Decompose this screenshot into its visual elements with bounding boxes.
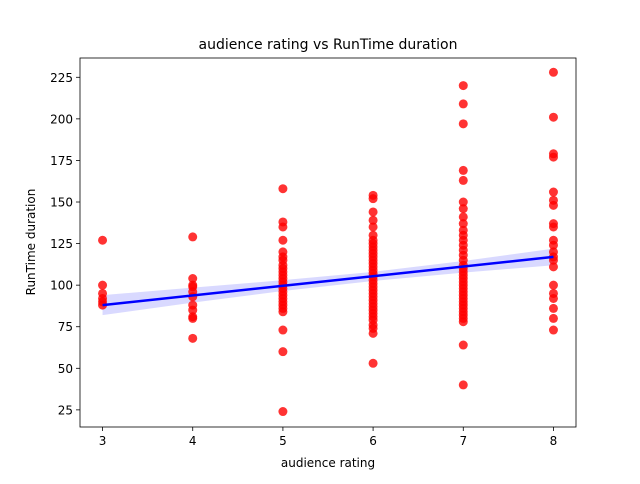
data-point [548, 222, 558, 232]
data-point [548, 262, 558, 272]
data-point [548, 187, 558, 197]
regression-line [102, 255, 554, 307]
data-point [458, 340, 468, 350]
data-point [368, 328, 378, 338]
y-tick-label: 225 [50, 71, 73, 85]
y-tick-label: 75 [58, 320, 73, 334]
data-point [548, 325, 558, 335]
data-point [458, 204, 468, 214]
data-point [458, 317, 468, 327]
data-point [368, 222, 378, 232]
plot-area [80, 58, 576, 427]
data-point [458, 165, 468, 175]
x-tick-label: 5 [279, 434, 287, 448]
data-point [458, 219, 468, 229]
y-tick-label: 125 [50, 237, 73, 251]
data-point [188, 305, 198, 315]
y-tick-label: 150 [50, 196, 73, 210]
data-point [188, 333, 198, 343]
y-tick-label: 100 [50, 279, 73, 293]
data-point [548, 112, 558, 122]
y-axis: 25 50 75 100 125 150 175 200 225 [50, 71, 80, 417]
x-tick-label: 4 [189, 434, 197, 448]
chart-title: audience rating vs RunTime duration [199, 37, 458, 53]
data-point [548, 152, 558, 162]
y-tick-label: 200 [50, 112, 73, 126]
data-point [548, 240, 558, 250]
data-point [98, 235, 108, 245]
data-point [548, 200, 558, 210]
data-point [368, 207, 378, 217]
regression-line-layer [102, 255, 554, 307]
data-point [458, 119, 468, 129]
data-point [368, 215, 378, 225]
data-point [278, 347, 288, 357]
data-point [188, 313, 198, 323]
data-point [458, 197, 468, 207]
data-point [98, 280, 108, 290]
y-axis-label: RunTime duration [24, 189, 38, 296]
data-point [188, 274, 198, 284]
data-point [548, 303, 558, 313]
x-tick-label: 3 [99, 434, 107, 448]
x-tick-label: 6 [369, 434, 377, 448]
data-point [278, 235, 288, 245]
x-tick-label: 7 [459, 434, 467, 448]
y-tick-label: 25 [58, 403, 73, 417]
data-point [278, 307, 288, 317]
data-point [368, 194, 378, 204]
data-point [548, 293, 558, 303]
data-point [548, 313, 558, 323]
data-point [188, 232, 198, 242]
data-point [458, 99, 468, 109]
data-point [278, 222, 288, 232]
y-tick-label: 175 [50, 154, 73, 168]
data-point [458, 175, 468, 185]
data-point [278, 407, 288, 417]
y-tick-label: 50 [58, 362, 73, 376]
data-point [278, 184, 288, 194]
data-point [548, 280, 558, 290]
data-point [278, 325, 288, 335]
x-tick-label: 8 [550, 434, 558, 448]
plot-frame [79, 57, 577, 428]
data-point [458, 212, 468, 222]
data-point [368, 358, 378, 368]
x-axis: 3 4 5 6 7 8 [99, 427, 558, 448]
data-point [458, 81, 468, 91]
data-point [458, 380, 468, 390]
x-axis-label: audience rating [281, 456, 375, 470]
data-point [548, 67, 558, 77]
